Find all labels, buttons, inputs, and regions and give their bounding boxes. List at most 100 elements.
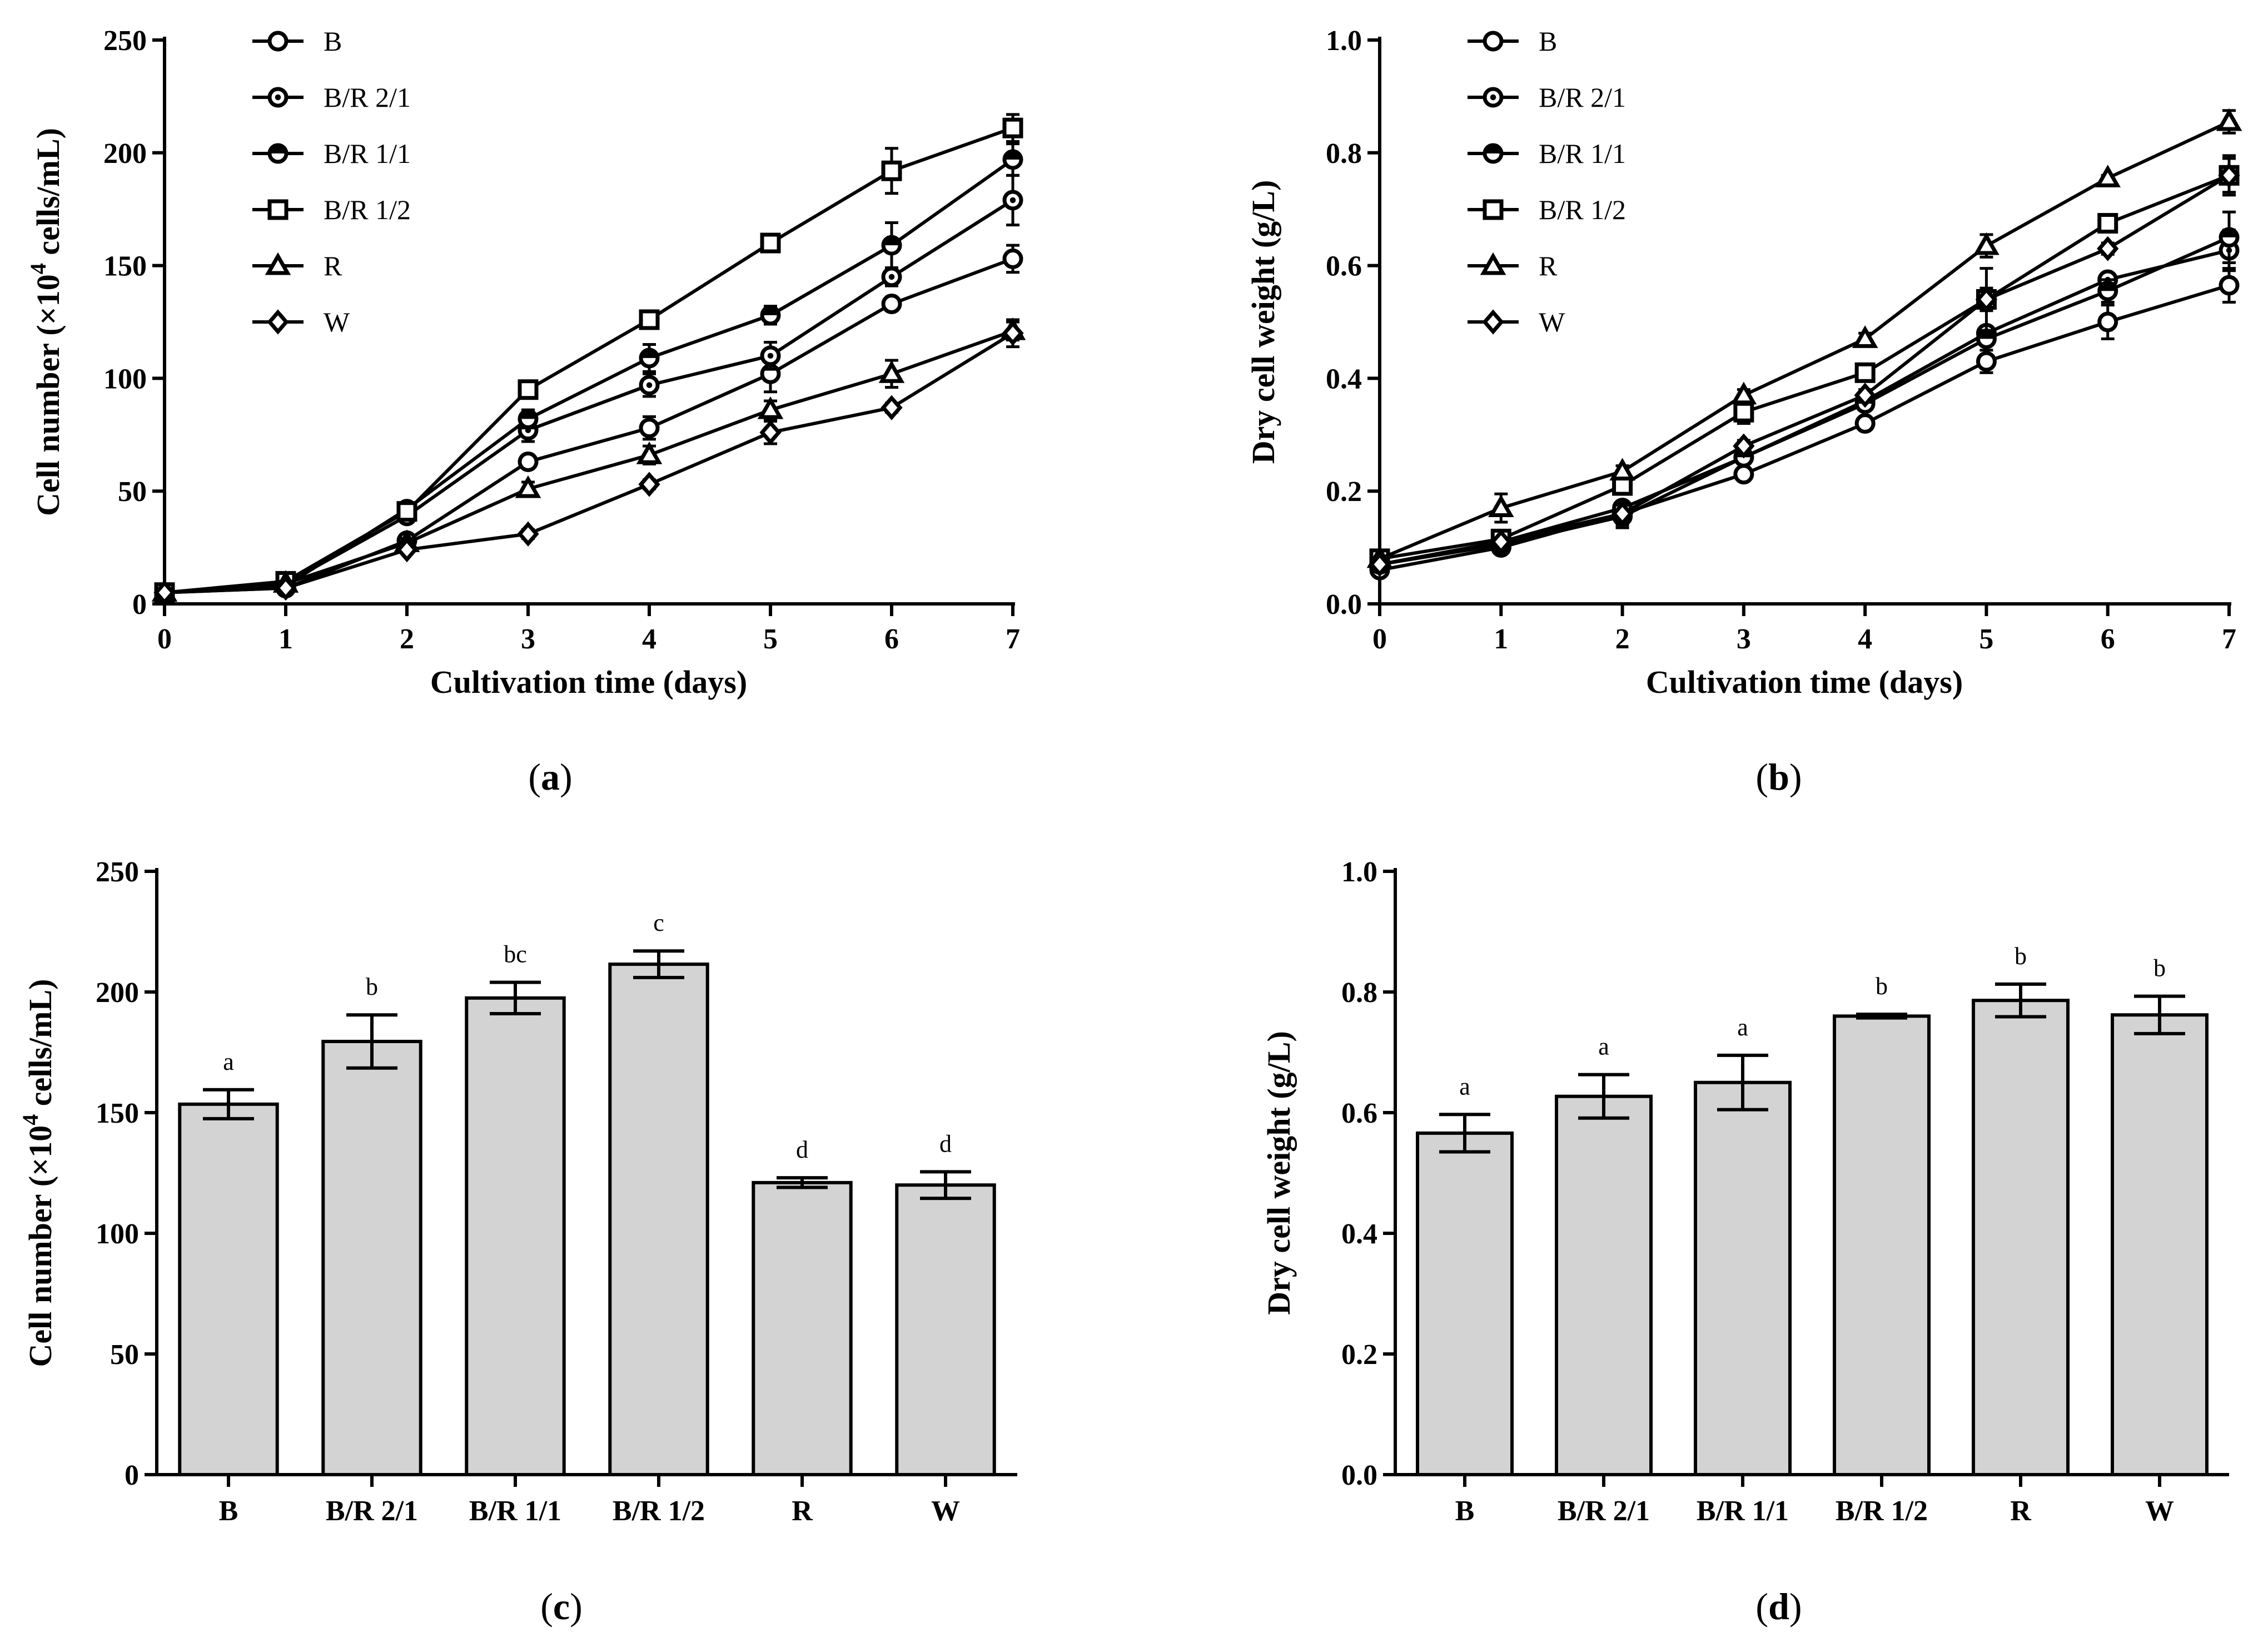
data-point-half [1978,330,1995,339]
data-point-half [641,349,658,358]
data-point [396,501,417,522]
legend-label: B/R 1/1 [1539,138,1626,169]
x-tick-label: B [219,1495,238,1527]
panel-b-chart: 0.0 0.2 0.4 0.6 0.8 1.0 Dry cell weight (g/L) 0… [1245,25,2242,798]
legend-marker [1482,309,1504,335]
data-point [1733,433,1755,459]
series-line [164,329,1013,594]
data-point [1490,529,1512,555]
data-point-center [1009,197,1016,204]
y-tick-label: 0 [125,1460,139,1491]
x-tick-label: 6 [884,623,899,655]
data-point [518,379,539,400]
x-tick-label: 0 [1372,623,1387,655]
y-axis-title: Dry cell weight (g/L) [1261,1031,1297,1315]
legend-label: B/R 1/1 [324,138,411,169]
x-tick-label: 3 [1737,623,1751,655]
data-point [1854,413,1876,434]
bar [1555,1094,1653,1476]
data-point-half [2099,282,2116,291]
series-line [1379,120,2230,560]
series-b-r-1-2 [154,113,1023,603]
data-point [1488,494,1514,518]
data-point-half [2221,229,2237,237]
y-tick-label: 200 [96,977,139,1009]
x-tick-label: 2 [400,623,414,655]
x-tick-label: 7 [1006,623,1020,655]
data-point [2097,311,2118,333]
y-tick-label: 0.6 [1341,1098,1377,1129]
data-point [1976,351,1997,372]
y-tick-label: 0.2 [1326,476,1362,508]
y-tick-label: 50 [110,1339,139,1371]
significance-letter: b [1876,973,1888,1000]
x-axis-title: Cultivation time (days) [430,664,747,700]
bar [608,963,709,1476]
legend-marker [1483,199,1504,220]
series-line [1379,284,2230,572]
caption-close: ) [1789,756,1802,798]
x-tick-label: R [2010,1495,2032,1527]
significance-letter: b [2153,955,2166,982]
legend-marker-center [1490,94,1496,101]
series-line [164,331,1014,594]
y-axis-title-main: Cell number (×10 [30,274,66,516]
data-point [760,232,781,254]
data-point [1854,383,1876,408]
caption-open: ( [540,1585,553,1628]
legend-marker [267,31,289,52]
data-point [1973,232,2000,255]
x-tick-label: W [2145,1495,2174,1527]
x-tick-label: B/R 2/1 [326,1495,418,1527]
data-point [517,521,539,547]
y-axis-title-tail: cells/mL) [30,128,66,263]
data-point [1730,381,1757,405]
panel-caption: (b) [1755,756,1802,798]
data-point-half [1004,151,1021,160]
panel-caption: (c) [540,1585,583,1628]
x-tick-label: B/R 1/1 [469,1495,561,1527]
x-tick-label: 7 [2222,623,2236,655]
y-axis-title-main: Dry cell weight (g/L) [1245,180,1281,464]
x-tick-label: 3 [521,623,535,655]
caption-letter: d [1768,1585,1789,1628]
data-point [515,475,541,498]
data-point [153,580,176,606]
data-point [1733,401,1754,423]
y-tick-label: 0.4 [1326,363,1362,395]
data-point [2219,275,2240,296]
y-axis-title-tail: cells/mL) [22,979,58,1114]
y-tick-label: 100 [96,1218,139,1250]
significance-letter: a [1598,1033,1609,1060]
caption-open: ( [1755,1585,1768,1628]
legend-label: B/R 1/2 [324,194,411,225]
series-line [1379,173,2230,566]
y-tick-label: 1.0 [1326,25,1362,57]
y-tick-label: 0 [132,589,147,621]
data-point [1369,552,1391,577]
legend-marker-half [270,145,286,153]
data-point [2097,213,2118,234]
data-point-half [520,410,536,419]
bar [752,1180,853,1477]
x-tick-label: B/R 1/2 [1836,1495,1928,1527]
caption-close: ) [570,1585,583,1628]
bar [895,1183,996,1476]
legend: B B/R 2/1 B/R 1/1 B/R 1/2 RW [252,26,411,338]
panel-d-chart: 0.0 0.2 0.4 0.6 0.8 1.0 Dry cell weight (g/L) a… [1261,856,2229,1628]
data-point [757,396,784,419]
caption-close: ) [560,756,573,798]
data-point-center [888,274,895,280]
data-point-half [762,306,779,315]
y-tick-label: 100 [103,363,147,395]
legend-marker [267,309,289,335]
significance-letter: d [796,1136,808,1163]
x-tick-label: 0 [157,623,172,655]
data-point [1975,286,1998,312]
x-tick-label: 4 [642,623,656,655]
x-tick-label: 1 [1494,623,1508,655]
legend-label: W [324,306,350,338]
series-line [164,126,1013,594]
series-w [1369,157,2240,577]
series-b [154,244,1023,603]
